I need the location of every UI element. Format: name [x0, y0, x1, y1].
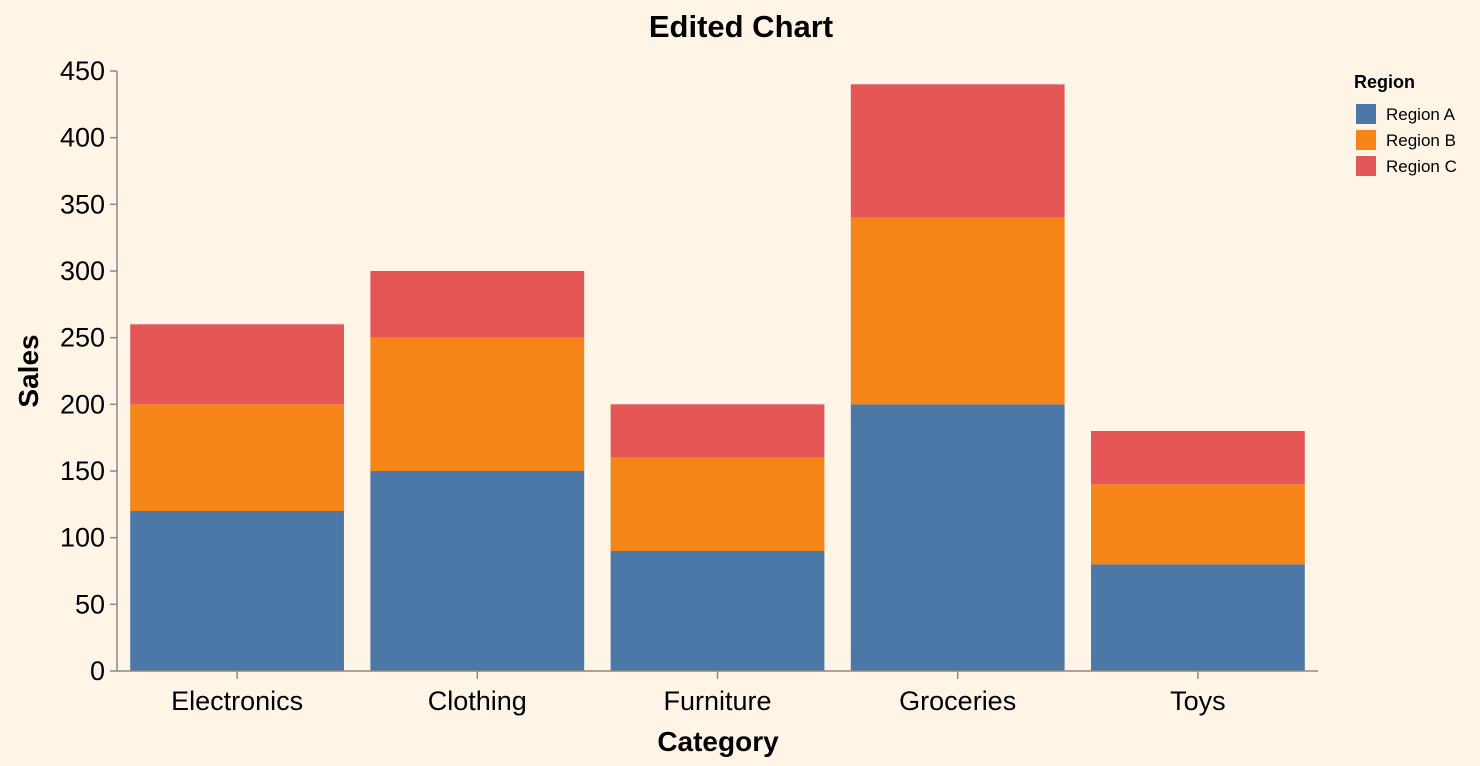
bar-furniture-region-c [610, 404, 825, 458]
y-tick-label: 150 [60, 456, 105, 486]
x-tick-label: Groceries [899, 686, 1016, 716]
legend: Region Region A Region B Region C [1354, 72, 1457, 176]
y-tick-label: 450 [60, 56, 105, 86]
bar-electronics-region-b [130, 404, 344, 511]
legend-swatch [1356, 130, 1376, 150]
y-tick-label: 350 [60, 189, 105, 219]
y-axis-title: Sales [13, 334, 44, 407]
x-axis-ticks: Electronics Clothing Furniture Groceries Toy… [171, 671, 1226, 716]
x-tick-label: Furniture [663, 686, 771, 716]
legend-label: Region B [1386, 131, 1456, 150]
x-axis-title: Category [657, 726, 779, 757]
bar-electronics-region-c [130, 324, 344, 405]
legend-swatch [1356, 104, 1376, 124]
bar-clothing-region-a [370, 471, 585, 671]
bar-toys-region-b [1091, 484, 1305, 565]
x-tick-label: Clothing [428, 686, 527, 716]
x-tick-label: Electronics [171, 686, 303, 716]
bar-groceries-region-a [850, 404, 1065, 671]
legend-swatch [1356, 156, 1376, 176]
x-tick-label: Toys [1170, 686, 1226, 716]
y-tick-label: 100 [60, 523, 105, 553]
bar-clothing-region-b [370, 337, 585, 471]
bar-toys-region-a [1091, 564, 1305, 671]
legend-label: Region A [1386, 105, 1456, 124]
chart-title: Edited Chart [649, 9, 833, 44]
bar-toys-region-c [1091, 431, 1305, 485]
y-tick-label: 0 [90, 656, 105, 686]
legend-title: Region [1354, 72, 1415, 92]
y-tick-label: 400 [60, 123, 105, 153]
y-tick-label: 200 [60, 389, 105, 419]
bar-furniture-region-b [610, 457, 825, 551]
y-axis-ticks: 0 50 100 150 200 250 300 350 400 450 [60, 56, 117, 686]
bar-furniture-region-a [610, 551, 825, 671]
y-tick-label: 300 [60, 256, 105, 286]
y-tick-label: 50 [75, 589, 105, 619]
bar-groceries-region-b [850, 217, 1065, 405]
y-tick-label: 250 [60, 323, 105, 353]
legend-label: Region C [1386, 157, 1457, 176]
bars-group [130, 84, 1305, 671]
bar-groceries-region-c [850, 84, 1065, 218]
bar-clothing-region-c [370, 271, 585, 338]
bar-electronics-region-a [130, 511, 344, 671]
